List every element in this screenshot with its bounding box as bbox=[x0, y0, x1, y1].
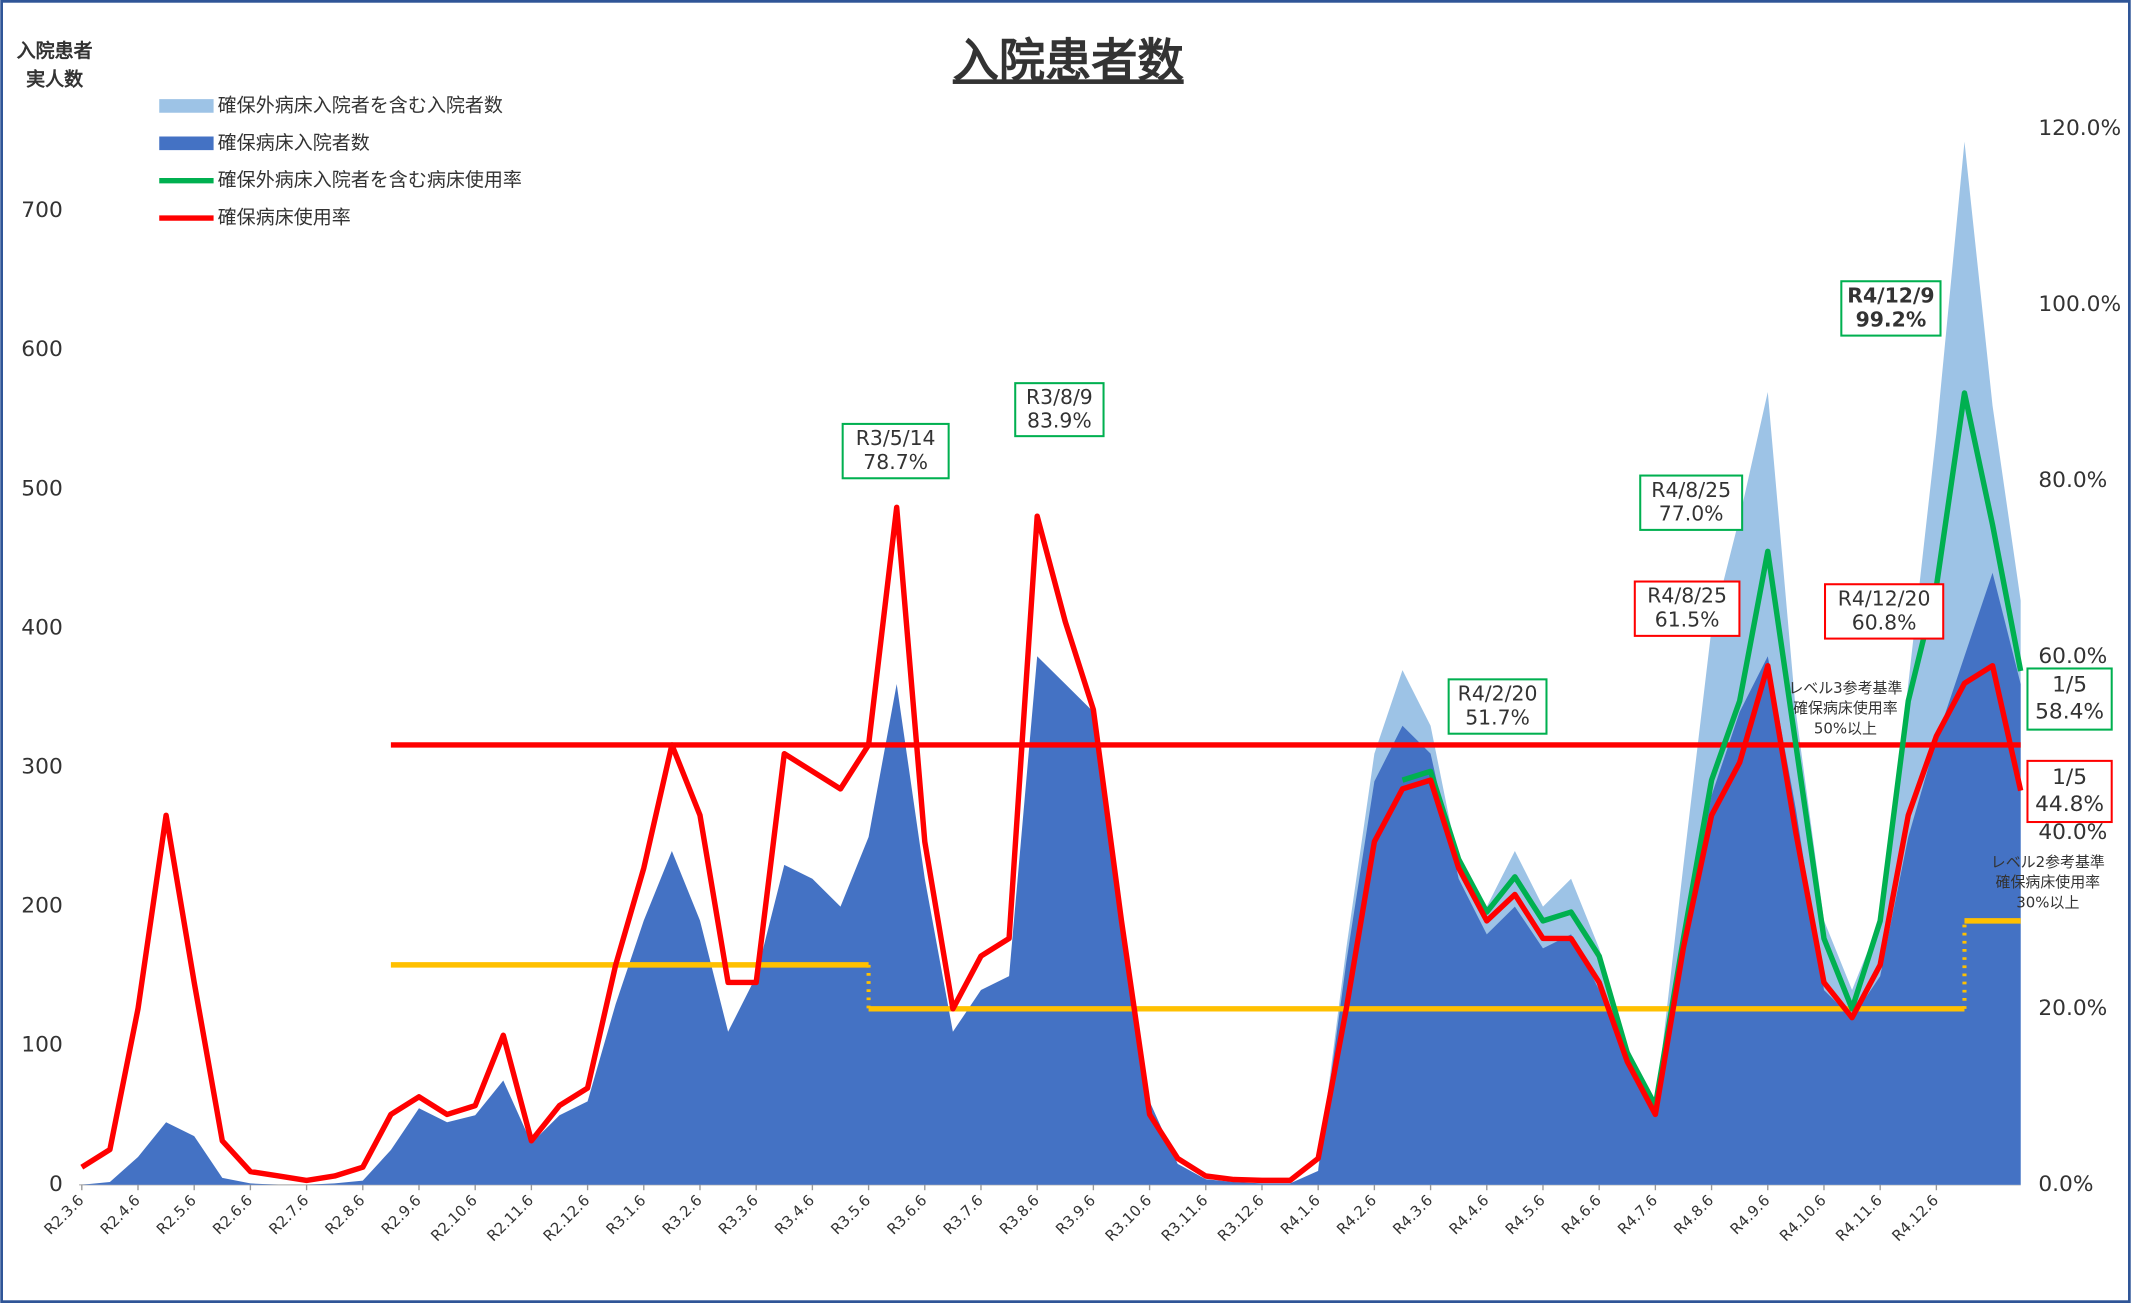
reference-note: レベル2参考基準 bbox=[1991, 853, 2105, 871]
y-axis-label: 入院患者 bbox=[17, 39, 93, 62]
reference-note: 確保病床使用率 bbox=[1996, 873, 2101, 891]
annotation-text: 58.4% bbox=[2035, 700, 2104, 725]
annotation-text: R3/5/14 bbox=[856, 426, 936, 450]
line bbox=[1401, 390, 2024, 1109]
legend-label: 確保外病床入院者を含む病床使用率 bbox=[218, 169, 522, 191]
y2-tick-label: 120.0% bbox=[2038, 116, 2121, 141]
annotation-text: 78.7% bbox=[863, 450, 928, 474]
annotation-box bbox=[1639, 474, 1744, 531]
y-tick-label: 200 bbox=[21, 894, 62, 919]
annotation-text: 77.0% bbox=[1659, 502, 1724, 526]
legend-label: 確保病床入院者数 bbox=[218, 132, 370, 154]
annotation-box bbox=[1840, 280, 1942, 337]
y-tick-label: 0 bbox=[49, 1172, 63, 1197]
y-tick-label: 600 bbox=[21, 337, 62, 362]
y-tick-label: 300 bbox=[21, 755, 62, 780]
area bbox=[1318, 141, 2021, 1185]
annotation-text: R4/12/20 bbox=[1838, 586, 1931, 610]
y-tick-label: 500 bbox=[21, 476, 62, 501]
legend-label: 確保外病床入院者を含む入院者数 bbox=[218, 94, 503, 116]
chart-title: 入院患者数 bbox=[953, 33, 1185, 87]
annotation-box bbox=[1633, 580, 1741, 637]
annotation-text: R4/2/20 bbox=[1458, 682, 1538, 706]
annotation-text: R4/12/9 bbox=[1847, 283, 1934, 307]
annotation-box bbox=[1014, 382, 1105, 438]
annotation-text: 60.8% bbox=[1852, 610, 1917, 634]
y2-tick-label: 40.0% bbox=[2038, 820, 2107, 845]
annotation-text: 1/5 bbox=[2052, 765, 2087, 790]
annotation-text: 99.2% bbox=[1856, 307, 1927, 331]
annotation-box bbox=[841, 422, 950, 480]
reference-note: 30%以上 bbox=[2016, 894, 2079, 912]
y2-tick-label: 20.0% bbox=[2038, 996, 2107, 1021]
y-tick-label: 100 bbox=[21, 1033, 62, 1058]
annotation-box bbox=[2026, 759, 2113, 824]
reference-note: 確保病床使用率 bbox=[1793, 699, 1898, 717]
annotation-text: R4/8/25 bbox=[1651, 478, 1731, 502]
annotation-text: 61.5% bbox=[1655, 608, 1720, 632]
annotation-text: 44.8% bbox=[2035, 792, 2104, 817]
annotation-box bbox=[2026, 667, 2113, 731]
reference-note: 50%以上 bbox=[1814, 720, 1877, 738]
y-axis-label: 実人数 bbox=[26, 68, 84, 91]
reference-note: レベル3参考基準 bbox=[1788, 679, 1902, 697]
annotation-text: R3/8/9 bbox=[1026, 385, 1093, 409]
y2-tick-label: 80.0% bbox=[2038, 468, 2107, 493]
annotation-text: 1/5 bbox=[2052, 673, 2087, 698]
annotation-text: R4/8/25 bbox=[1647, 584, 1727, 608]
y-tick-label: 400 bbox=[21, 615, 62, 640]
y2-tick-label: 60.0% bbox=[2038, 644, 2107, 669]
area bbox=[81, 572, 2021, 1185]
legend-label: 確保病床使用率 bbox=[218, 207, 351, 229]
y2-tick-label: 100.0% bbox=[2038, 292, 2121, 317]
annotation-box bbox=[1447, 678, 1548, 735]
annotation-text: 83.9% bbox=[1027, 408, 1092, 432]
y2-tick-label: 0.0% bbox=[2038, 1172, 2093, 1197]
annotation-box bbox=[1823, 583, 1945, 640]
y-tick-label: 700 bbox=[21, 198, 62, 223]
line bbox=[80, 504, 2024, 1184]
annotation-text: 51.7% bbox=[1465, 705, 1530, 729]
